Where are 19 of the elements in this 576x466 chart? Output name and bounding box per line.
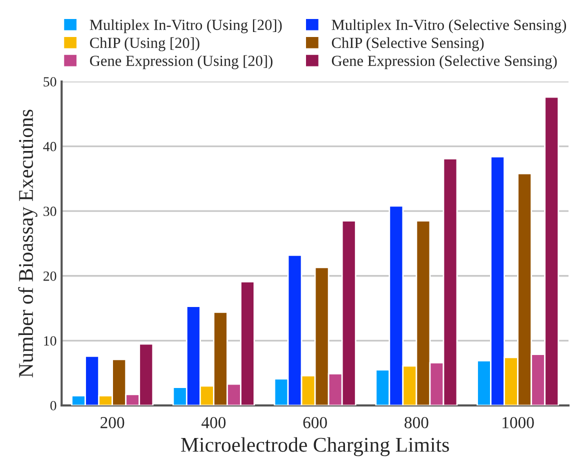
y-tick-label: 10 <box>44 336 56 346</box>
y-axis-title: Number of Bioassay Executions <box>18 110 38 378</box>
y-tick-label: 30 <box>44 206 56 216</box>
legend-label: Gene Expression (Using [20]) <box>90 55 272 70</box>
y-tick-label: 0 <box>50 401 56 410</box>
x-tick-label: 600 <box>303 417 327 428</box>
legend-label: Multiplex In-Vitro (Using [20]) <box>90 19 282 34</box>
x-tick-label: 200 <box>100 417 124 428</box>
legend-label: ChIP (Using [20]) <box>90 37 200 52</box>
legend-label: Gene Expression (Selective Sensing) <box>332 55 557 70</box>
x-axis-title: Microelectrode Charging Limits <box>181 437 449 456</box>
y-tick-label: 50 <box>44 77 56 87</box>
legend-label: Multiplex In-Vitro (Selective Sensing) <box>332 19 566 34</box>
y-tick-label: 20 <box>43 271 56 281</box>
x-tick-label: 800 <box>404 417 428 428</box>
x-tick-label: 1000 <box>502 417 534 428</box>
y-tick-label: 40 <box>43 142 56 152</box>
legend-label: ChIP (Selective Sensing) <box>332 37 484 52</box>
x-tick-label: 400 <box>202 417 226 428</box>
